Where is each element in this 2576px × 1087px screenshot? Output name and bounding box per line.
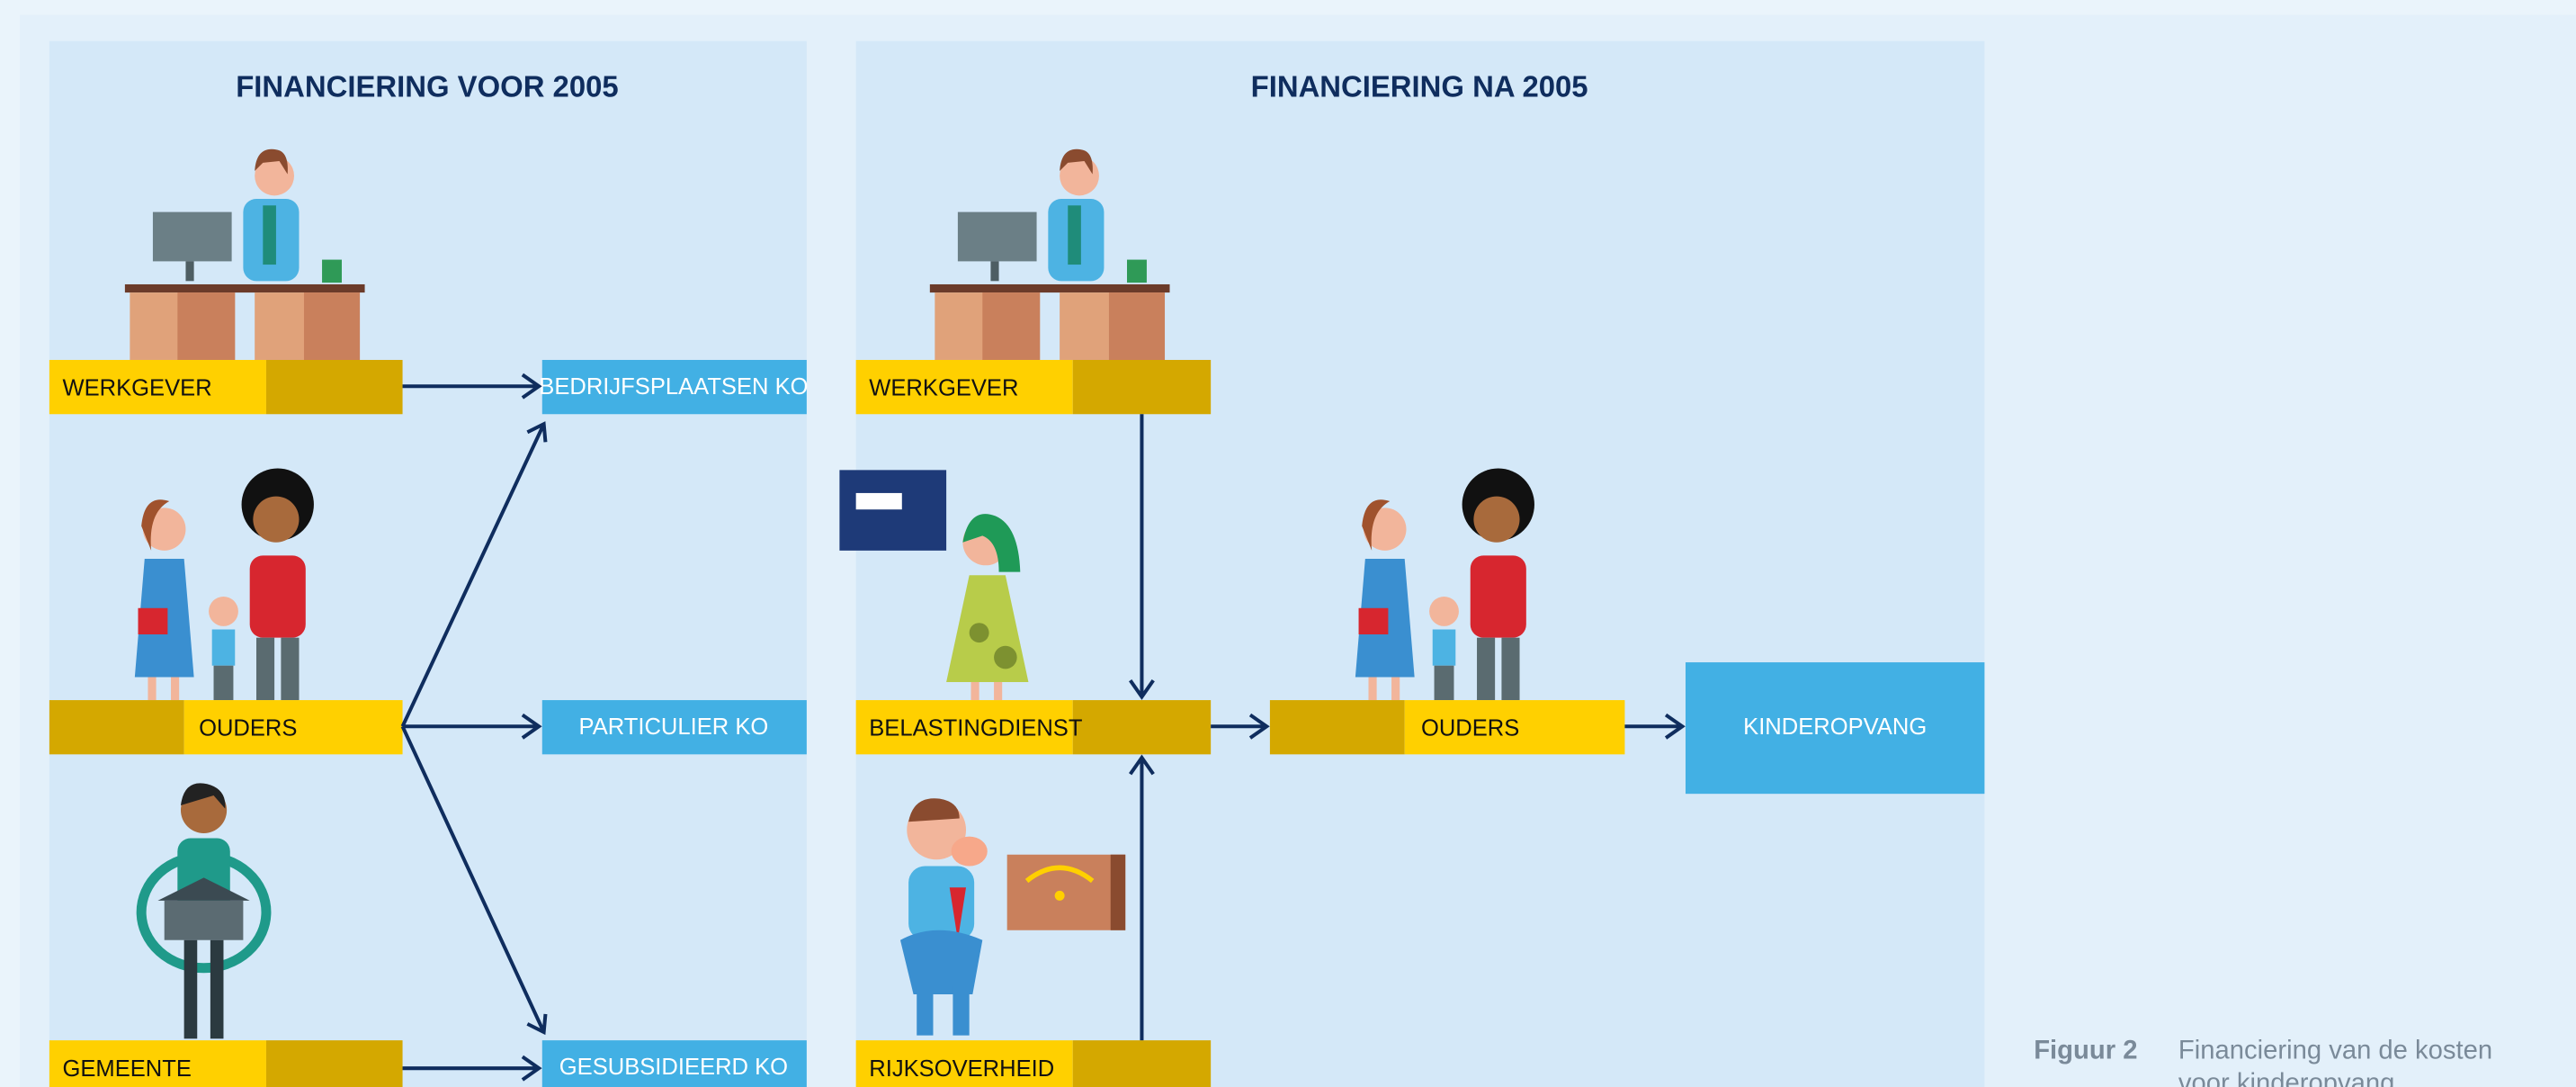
caption-label: Figuur 2 bbox=[2034, 1037, 2137, 1065]
caption-text: voor kinderopvang bbox=[2178, 1069, 2394, 1087]
page: FINANCIERING VOOR 2005 FINANCIERING NA 2… bbox=[0, 0, 2576, 1087]
label: RIJKSOVERHEID bbox=[869, 1056, 1054, 1082]
diagram: FINANCIERING VOOR 2005 FINANCIERING NA 2… bbox=[0, 0, 2576, 1087]
target-label: KINDEROPVANG bbox=[1743, 714, 1927, 740]
source-label: OUDERS bbox=[199, 716, 297, 741]
source-label: GEMEENTE bbox=[62, 1056, 191, 1082]
label-bar bbox=[266, 1040, 403, 1087]
label-bar bbox=[1073, 1040, 1211, 1087]
label: BELASTINGDIENST bbox=[869, 716, 1083, 741]
target-label: BEDRIJFSPLAATSEN KO bbox=[539, 374, 808, 400]
panel-title: FINANCIERING VOOR 2005 bbox=[236, 69, 618, 103]
caption-text: Financiering van de kosten bbox=[2178, 1037, 2492, 1065]
panel-title: FINANCIERING NA 2005 bbox=[1251, 69, 1588, 103]
label: WERKGEVER bbox=[869, 376, 1018, 401]
target-label: GESUBSIDIEERD KO bbox=[559, 1055, 788, 1080]
source-label: WERKGEVER bbox=[62, 376, 211, 401]
label-bar bbox=[1270, 700, 1405, 754]
label-bar bbox=[1073, 700, 1211, 754]
label: OUDERS bbox=[1421, 716, 1519, 741]
label-bar bbox=[1073, 360, 1211, 414]
label-bar bbox=[49, 700, 184, 754]
label-bar bbox=[266, 360, 403, 414]
target-label: PARTICULIER KO bbox=[579, 714, 769, 740]
